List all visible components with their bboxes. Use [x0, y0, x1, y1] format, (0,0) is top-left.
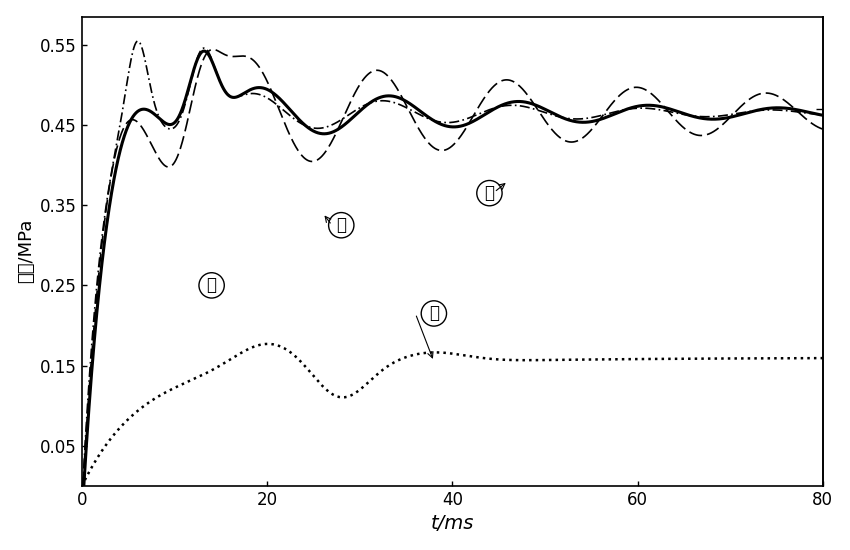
Y-axis label: 压强/MPa: 压强/MPa	[17, 219, 35, 283]
Text: ②: ②	[207, 277, 217, 294]
X-axis label: t/ms: t/ms	[431, 514, 474, 534]
Text: ④: ④	[429, 305, 439, 322]
Text: ③: ③	[337, 217, 346, 234]
Text: ①: ①	[484, 185, 495, 202]
